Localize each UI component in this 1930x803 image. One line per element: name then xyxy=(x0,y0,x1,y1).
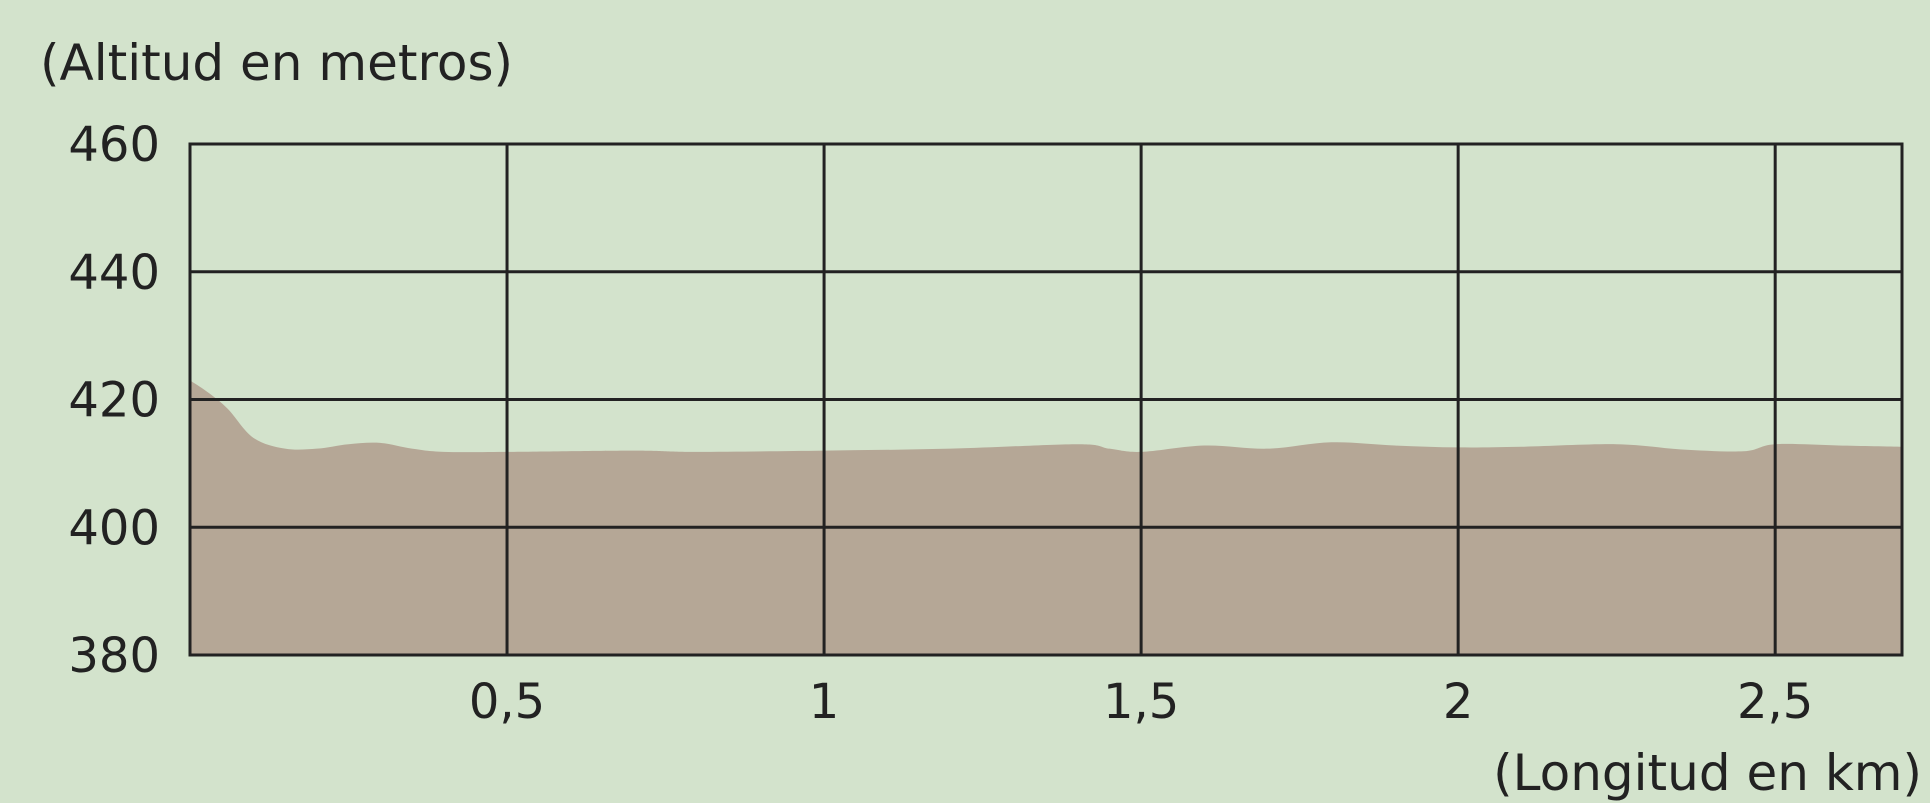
x-tick-label: 0,5 xyxy=(469,674,545,730)
grid-layer xyxy=(188,142,1904,657)
y-tick-label: 380 xyxy=(68,628,160,684)
y-axis-title: (Altitud en metros) xyxy=(40,34,513,92)
y-tick-label: 440 xyxy=(68,245,160,301)
y-tick-label: 420 xyxy=(68,373,160,429)
y-tick-label: 460 xyxy=(68,117,160,173)
x-tick-label: 2,5 xyxy=(1737,674,1813,730)
elevation-area xyxy=(190,380,1902,655)
plot-frame xyxy=(188,142,1904,657)
x-tick-label: 1,5 xyxy=(1103,674,1179,730)
tick-layer: 380 400 420 440 460 0,5 1 1,5 2 2,5 xyxy=(68,117,1813,730)
x-tick-label: 2 xyxy=(1443,674,1474,730)
x-tick-label: 1 xyxy=(809,674,840,730)
y-tick-label: 400 xyxy=(68,500,160,556)
x-axis-title: (Longitud en km) xyxy=(1493,744,1922,802)
area-layer xyxy=(190,380,1902,655)
